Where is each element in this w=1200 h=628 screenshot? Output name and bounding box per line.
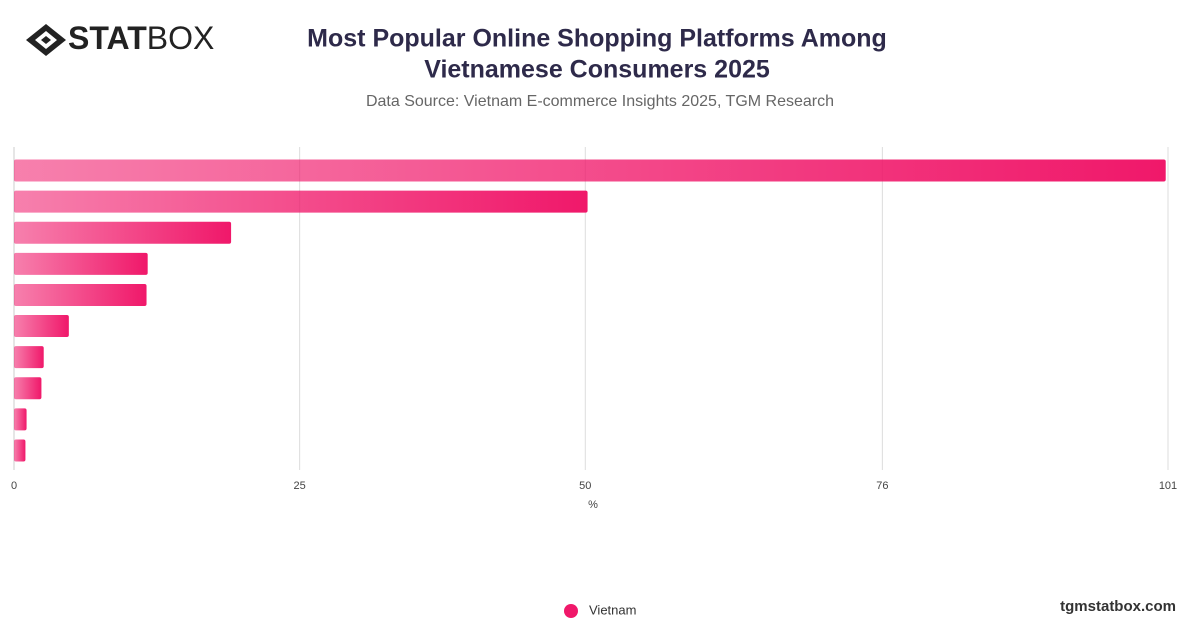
bar [14,190,588,213]
legend-marker [564,604,578,618]
watermark: tgmstatbox.com [1060,598,1176,615]
logo-icon-core [41,36,51,44]
chart-title: Most Popular Online Shopping Platforms A… [307,25,887,53]
x-tick-label: 101 [1159,480,1177,492]
logo: STATBOX [26,20,214,56]
x-axis-label: % [588,499,598,511]
x-tick-label: 0 [11,480,17,492]
bar [14,439,26,462]
logo-text: STATBOX [68,20,214,56]
logo-bold: STAT [68,20,147,56]
bar [14,159,1166,182]
x-tick-label: 76 [876,480,888,492]
bar [14,346,44,369]
logo-light: BOX [147,20,215,56]
bar [14,315,69,338]
legend-label: Vietnam [589,602,636,617]
bar [14,408,27,431]
bar [14,283,147,306]
chart-title: Vietnamese Consumers 2025 [424,56,770,84]
bar [14,377,42,400]
x-tick-label: 50 [579,480,591,492]
bar [14,252,148,275]
x-tick-label: 25 [294,480,306,492]
bar [14,221,232,244]
chart-subtitle: Data Source: Vietnam E-commerce Insights… [366,93,834,110]
